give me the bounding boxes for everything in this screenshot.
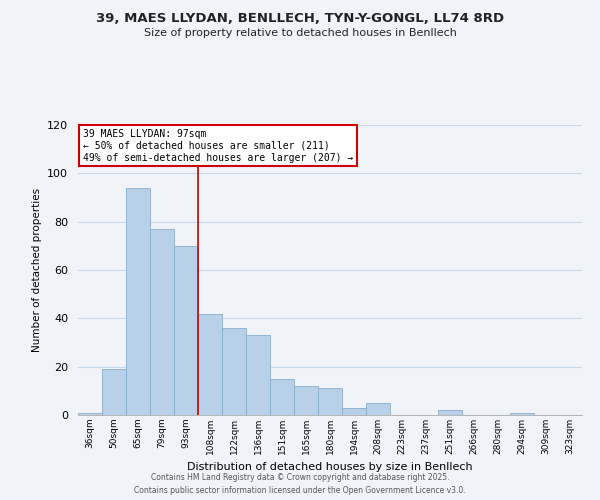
Bar [294, 386, 318, 415]
Text: 39, MAES LLYDAN, BENLLECH, TYN-Y-GONGL, LL74 8RD: 39, MAES LLYDAN, BENLLECH, TYN-Y-GONGL, … [96, 12, 504, 26]
Text: Contains HM Land Registry data © Crown copyright and database right 2025.: Contains HM Land Registry data © Crown c… [151, 472, 449, 482]
Bar [438, 410, 462, 415]
Y-axis label: Number of detached properties: Number of detached properties [32, 188, 41, 352]
Bar [102, 369, 126, 415]
Bar [174, 246, 198, 415]
Bar [126, 188, 150, 415]
Bar [270, 379, 294, 415]
Bar [510, 412, 534, 415]
Bar [342, 408, 366, 415]
Text: 39 MAES LLYDAN: 97sqm
← 50% of detached houses are smaller (211)
49% of semi-det: 39 MAES LLYDAN: 97sqm ← 50% of detached … [83, 130, 353, 162]
Bar [222, 328, 246, 415]
Bar [78, 412, 102, 415]
Bar [198, 314, 222, 415]
X-axis label: Distribution of detached houses by size in Benllech: Distribution of detached houses by size … [187, 462, 473, 472]
Text: Contains public sector information licensed under the Open Government Licence v3: Contains public sector information licen… [134, 486, 466, 495]
Text: Size of property relative to detached houses in Benllech: Size of property relative to detached ho… [143, 28, 457, 38]
Bar [150, 229, 174, 415]
Bar [246, 335, 270, 415]
Bar [318, 388, 342, 415]
Bar [366, 403, 390, 415]
